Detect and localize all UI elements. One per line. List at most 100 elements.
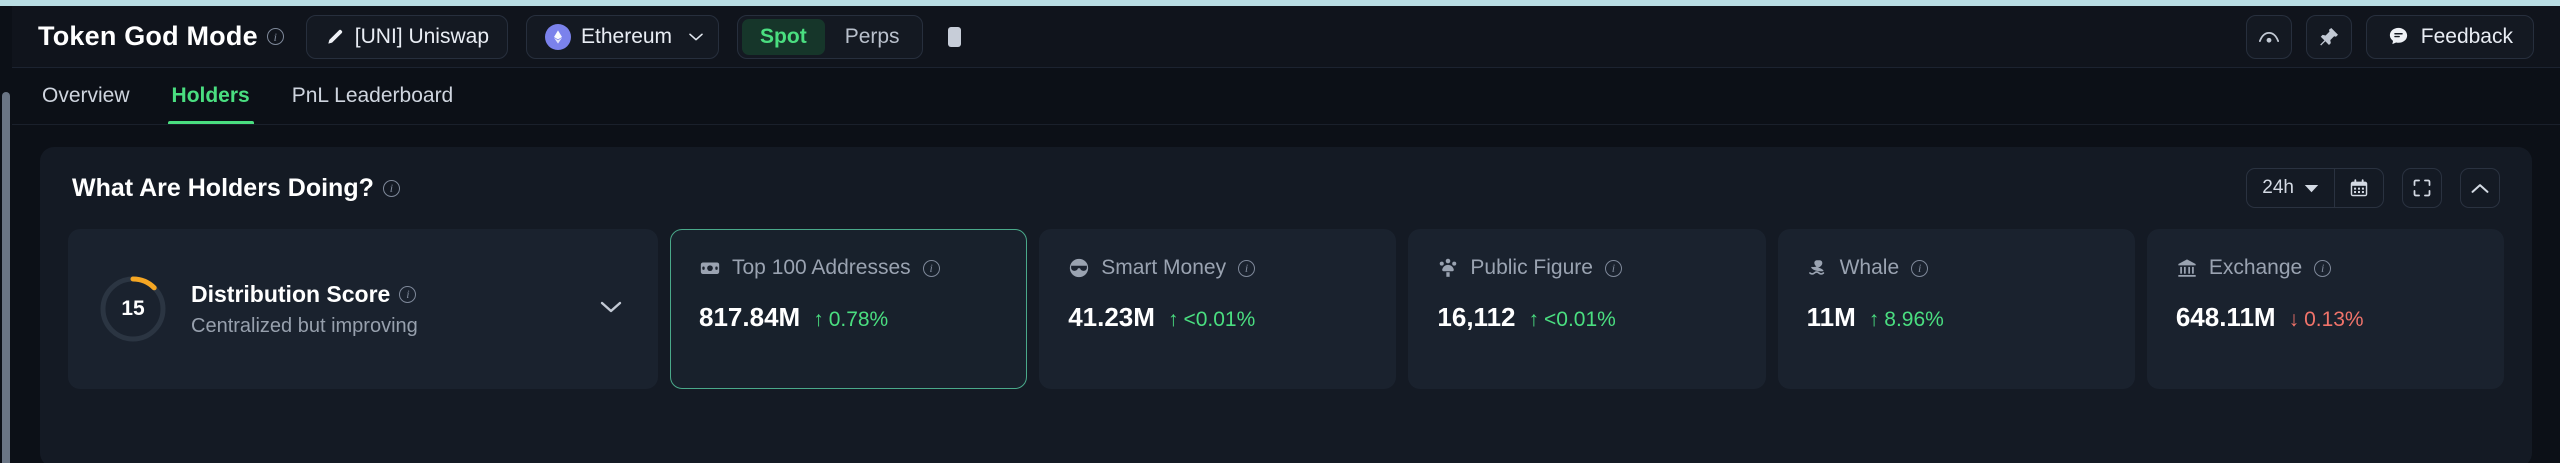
metric-card-whale[interactable]: Whale i 11M ↑ 8.96% [1777, 229, 2135, 389]
metric-delta-value: 0.78% [828, 308, 889, 331]
metric-label: Smart Money [1101, 256, 1227, 279]
panel-header: What Are Holders Doing? i 24h [40, 147, 2532, 229]
control-divider [2334, 169, 2335, 207]
chevron-down-icon [689, 33, 703, 40]
metric-card-exchange[interactable]: Exchange i 648.11M ↓ 0.13% [2146, 229, 2505, 389]
metric-info-icon[interactable]: i [2314, 259, 2332, 277]
metric-label-row: Public Figure i [1437, 256, 1736, 280]
metric-value: 11M [1806, 302, 1856, 332]
whale-icon [1808, 260, 1824, 275]
metric-delta: ↑ 8.96% [1869, 308, 1944, 332]
metric-label-row: Whale i [1807, 256, 2106, 280]
metric-label: Public Figure [1470, 256, 1593, 279]
pin-button[interactable] [2305, 14, 2352, 59]
collapse-panel-button[interactable] [2460, 168, 2500, 208]
page-scrollbar[interactable] [0, 6, 12, 463]
market-toggle-perps[interactable]: Perps [844, 24, 900, 48]
metric-value-row: 41.23M ↑ <0.01% [1068, 302, 1367, 333]
distribution-score-text: Distribution Score i Centralized but imp… [191, 281, 418, 338]
page-content: Token God Mode i [UNI] Uniswap Ethereum [12, 6, 2560, 463]
metric-value: 817.84M [699, 302, 801, 332]
distribution-score-value: 15 [121, 297, 145, 320]
token-selector-label: [UNI] Uniswap [354, 24, 489, 48]
market-type-toggle: Spot Perps [737, 14, 923, 59]
tab-pnl-leaderboard[interactable]: PnL Leaderboard [291, 84, 454, 107]
metric-value-row: 817.84M ↑ 0.78% [699, 302, 998, 333]
feedback-button[interactable]: Feedback [2365, 14, 2534, 59]
fullscreen-button[interactable] [2402, 168, 2442, 208]
metric-delta: ↑ <0.01% [1168, 308, 1255, 332]
metric-info-icon[interactable]: i [1911, 259, 1929, 277]
pencil-icon [328, 29, 342, 44]
metric-delta-arrow: ↑ [1868, 308, 1880, 331]
metric-card-top-100-addresses[interactable]: Top 100 Addresses i 817.84M ↑ 0.78% [670, 229, 1028, 389]
metric-label: Whale [1839, 256, 1900, 279]
metric-info-icon[interactable]: i [922, 259, 940, 277]
distribution-score-gauge: 15 [97, 273, 169, 345]
time-range-button[interactable]: 24h [2247, 169, 2334, 207]
metric-value-row: 11M ↑ 8.96% [1807, 302, 2106, 333]
chain-selector-label: Ethereum [581, 24, 673, 48]
header-actions: Feedback [2245, 14, 2534, 59]
metric-delta: ↓ 0.13% [2289, 308, 2364, 332]
metric-delta-value: <0.01% [1544, 308, 1616, 331]
time-range-group: 24h [2246, 168, 2384, 208]
metric-label: Exchange [2208, 256, 2303, 279]
watch-eye-button[interactable] [2245, 14, 2292, 59]
metric-delta-arrow: ↑ [1528, 308, 1540, 331]
metric-value: 41.23M [1068, 302, 1155, 332]
chevron-up-icon [2471, 183, 2489, 193]
chevron-down-icon [600, 301, 622, 312]
metric-info-icon[interactable]: i [1604, 259, 1622, 277]
sunglasses-face-icon [1070, 258, 1089, 278]
distribution-score-subtitle: Centralized but improving [191, 314, 418, 337]
token-selector-button[interactable]: [UNI] Uniswap [305, 14, 508, 59]
distribution-score-title: Distribution Score [191, 280, 391, 307]
time-range-value: 24h [2262, 177, 2294, 198]
title-info-icon[interactable]: i [266, 28, 284, 45]
metric-info-icon[interactable]: i [1238, 259, 1256, 277]
metric-delta-arrow: ↓ [2288, 308, 2300, 331]
distribution-score-title-row: Distribution Score i [191, 281, 418, 308]
caret-down-icon [2304, 184, 2319, 192]
metric-delta-value: 0.13% [2304, 308, 2364, 331]
metric-card-public-figure[interactable]: Public Figure i 16,112 ↑ <0.01% [1408, 229, 1766, 389]
app-header: Token God Mode i [UNI] Uniswap Ethereum [12, 6, 2560, 68]
eye-icon [2258, 31, 2279, 43]
metric-delta: ↑ 0.78% [813, 308, 888, 332]
tab-overview[interactable]: Overview [42, 84, 130, 107]
distribution-score-expand-button[interactable] [599, 300, 629, 319]
panel-info-icon[interactable]: i [382, 179, 400, 197]
panel-controls: 24h [2246, 168, 2500, 208]
metric-value: 648.11M [2175, 302, 2276, 332]
chat-bubble-icon [2389, 27, 2407, 45]
fullscreen-icon [2413, 179, 2431, 197]
metric-delta-arrow: ↑ [813, 308, 824, 331]
calendar-icon [2350, 179, 2368, 197]
metric-delta: ↑ <0.01% [1529, 308, 1616, 332]
distribution-score-card[interactable]: 15 Distribution Score i Centralized but … [68, 229, 658, 389]
scrollbar-thumb[interactable] [2, 92, 10, 463]
metric-value-row: 648.11M ↓ 0.13% [2176, 302, 2475, 333]
metric-label: Top 100 Addresses [732, 256, 911, 279]
top-accent-strip [0, 0, 2560, 6]
chain-selector-button[interactable]: Ethereum [526, 14, 720, 59]
ethereum-icon [545, 23, 571, 50]
metric-label-row: Smart Money i [1068, 256, 1367, 280]
bank-icon [2178, 259, 2196, 277]
mobile-device-icon[interactable] [947, 26, 962, 48]
metric-delta-value: <0.01% [1183, 308, 1256, 331]
page-title: Token God Mode [38, 21, 258, 51]
market-toggle-spot[interactable]: Spot [742, 18, 825, 55]
calendar-button[interactable] [2335, 169, 2383, 207]
tab-holders[interactable]: Holders [167, 68, 254, 124]
metric-label-row: Top 100 Addresses i [699, 256, 998, 280]
holders-panel: What Are Holders Doing? i 24h [40, 147, 2532, 463]
metric-card-smart-money[interactable]: Smart Money i 41.23M ↑ <0.01% [1039, 229, 1397, 389]
metric-value: 16,112 [1437, 302, 1516, 332]
metric-delta-value: 8.96% [1884, 308, 1944, 331]
distribution-score-info-icon[interactable]: i [399, 285, 417, 303]
pin-icon [2319, 27, 2338, 46]
crowd-icon [1440, 258, 1457, 277]
feedback-button-label: Feedback [2420, 24, 2513, 48]
